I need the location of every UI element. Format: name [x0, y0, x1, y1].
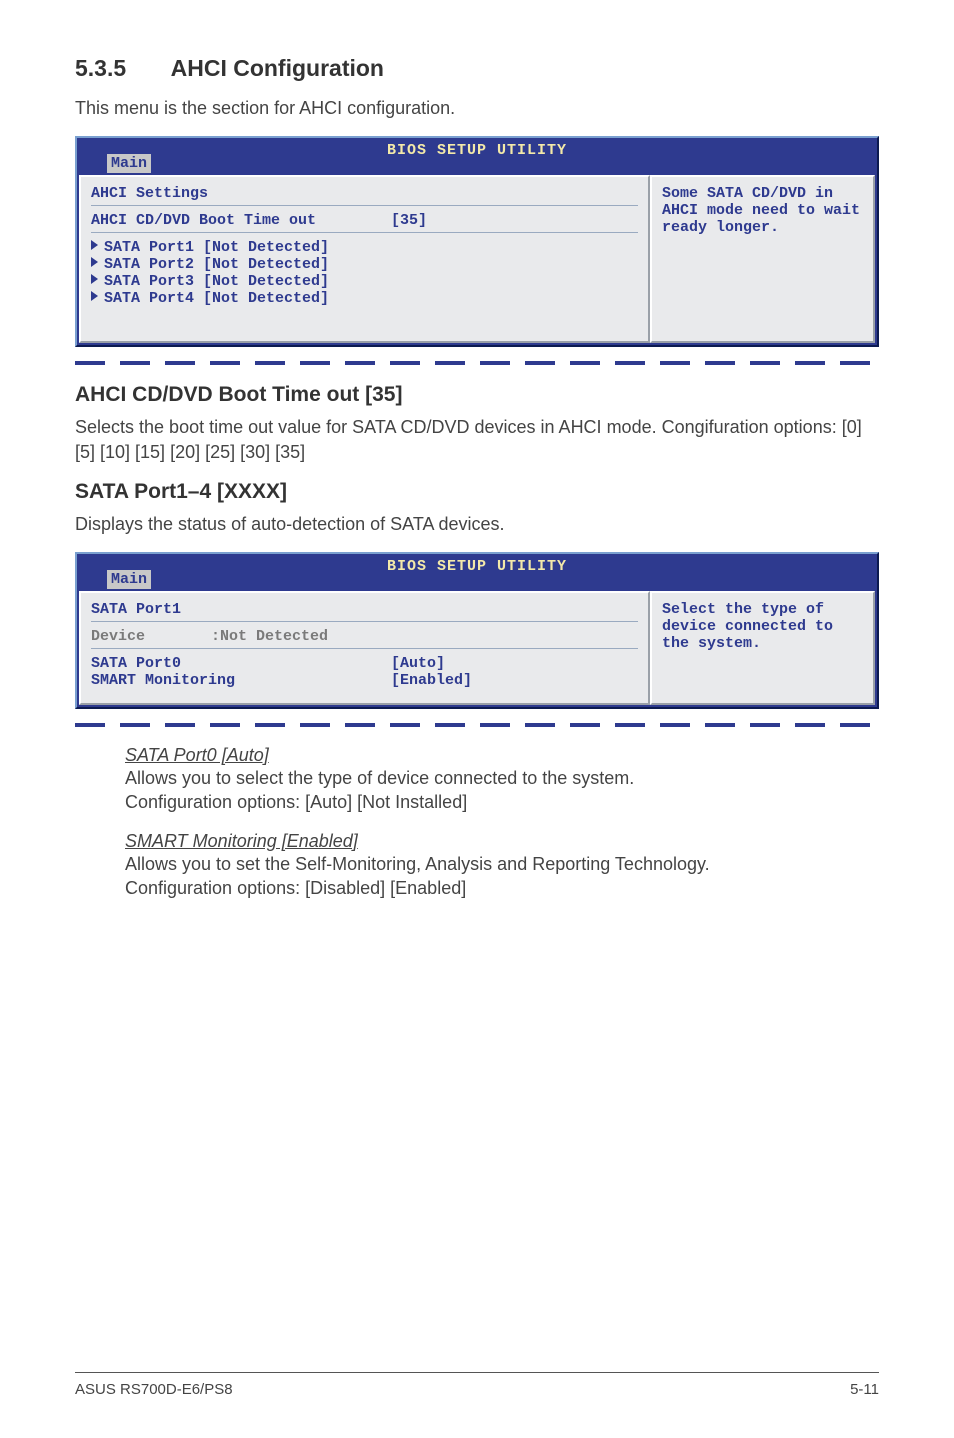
bios-left-pane: SATA Port1 Device :Not Detected SATA Por… [79, 591, 650, 705]
section-title: AHCI Configuration [171, 55, 384, 81]
bios-tab-main: Main [107, 154, 151, 173]
bios-help-pane: Some SATA CD/DVD in AHCI mode need to wa… [650, 175, 875, 343]
sata-port0-label: SATA Port0 [91, 655, 391, 672]
sata-port2-text: SATA Port2 [Not Detected] [104, 256, 329, 273]
divider [91, 621, 638, 622]
dash-divider [75, 723, 879, 727]
line: Configuration options: [Auto] [Not Insta… [125, 792, 467, 812]
intro-text: This menu is the section for AHCI config… [75, 96, 879, 120]
footer-right: 5-11 [850, 1381, 879, 1398]
smart-option-text: Allows you to set the Self-Monitoring, A… [125, 852, 879, 901]
dash-divider [75, 361, 879, 365]
line: Allows you to select the type of device … [125, 768, 634, 788]
device-row: Device :Not Detected [91, 628, 638, 645]
sata-port1-text: SATA Port1 [Not Detected] [104, 239, 329, 256]
bios-body: SATA Port1 Device :Not Detected SATA Por… [79, 591, 875, 705]
triangle-icon [91, 240, 98, 250]
triangle-icon [91, 257, 98, 267]
device-value: :Not Detected [211, 628, 328, 645]
sata-port0-row: SATA Port0 [Auto] [91, 655, 638, 672]
sata-port0-value: [Auto] [391, 655, 445, 672]
page-footer: ASUS RS700D-E6/PS8 5-11 [75, 1372, 879, 1398]
sata-port4-text: SATA Port4 [Not Detected] [104, 290, 329, 307]
smart-option-title: SMART Monitoring [Enabled] [125, 831, 879, 852]
bios-title: BIOS SETUP UTILITY [77, 554, 877, 577]
options-block: SATA Port0 [Auto] Allows you to select t… [125, 745, 879, 900]
footer-left: ASUS RS700D-E6/PS8 [75, 1381, 233, 1398]
sata-port-heading: SATA Port1–4 [XXXX] [75, 480, 879, 504]
sata-port0-option-title: SATA Port0 [Auto] [125, 745, 879, 766]
sata-port4-item: SATA Port4 [Not Detected] [91, 290, 638, 307]
triangle-icon [91, 291, 98, 301]
sata-port1-item: SATA Port1 [Not Detected] [91, 239, 638, 256]
bios-panel-ahci: BIOS SETUP UTILITY Main AHCI Settings AH… [75, 136, 879, 347]
bios-panel-sata: BIOS SETUP UTILITY Main SATA Port1 Devic… [75, 552, 879, 709]
triangle-icon [91, 274, 98, 284]
line: Configuration options: [Disabled] [Enabl… [125, 878, 466, 898]
smart-monitoring-value: [Enabled] [391, 672, 472, 689]
sata-port0-option-text: Allows you to select the type of device … [125, 766, 879, 815]
ahci-boot-text: Selects the boot time out value for SATA… [75, 415, 879, 464]
sata-port1-heading: SATA Port1 [91, 601, 638, 618]
section-number: 5.3.5 [75, 55, 126, 81]
ahci-settings-heading: AHCI Settings [91, 185, 638, 202]
ahci-boot-timeout-label: AHCI CD/DVD Boot Time out [91, 212, 391, 229]
device-label: Device [91, 628, 211, 645]
line: Allows you to set the Self-Monitoring, A… [125, 854, 710, 874]
bios-help-pane: Select the type of device connected to t… [650, 591, 875, 705]
sata-port3-item: SATA Port3 [Not Detected] [91, 273, 638, 290]
sata-port3-text: SATA Port3 [Not Detected] [104, 273, 329, 290]
bios-body: AHCI Settings AHCI CD/DVD Boot Time out … [79, 175, 875, 343]
sata-port2-item: SATA Port2 [Not Detected] [91, 256, 638, 273]
ahci-boot-timeout-value: [35] [391, 212, 427, 229]
bios-tab-main: Main [107, 570, 151, 589]
section-header: 5.3.5 AHCI Configuration [75, 55, 879, 82]
divider [91, 648, 638, 649]
sata-port-text: Displays the status of auto-detection of… [75, 512, 879, 536]
smart-monitoring-row: SMART Monitoring [Enabled] [91, 672, 638, 689]
ahci-boot-heading: AHCI CD/DVD Boot Time out [35] [75, 383, 879, 407]
ahci-boot-timeout-row: AHCI CD/DVD Boot Time out [35] [91, 212, 638, 229]
bios-title: BIOS SETUP UTILITY [77, 138, 877, 161]
divider [91, 232, 638, 233]
smart-monitoring-label: SMART Monitoring [91, 672, 391, 689]
divider [91, 205, 638, 206]
bios-left-pane: AHCI Settings AHCI CD/DVD Boot Time out … [79, 175, 650, 343]
